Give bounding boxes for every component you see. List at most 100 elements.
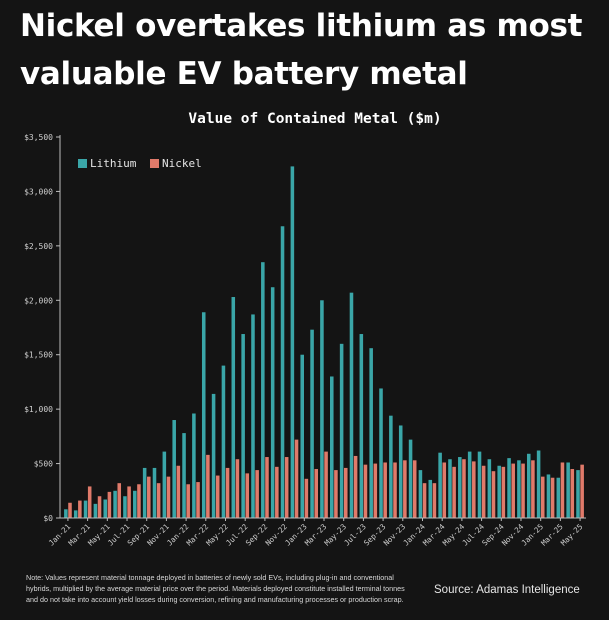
lithium-bar xyxy=(497,465,501,518)
lithium-bar xyxy=(261,262,265,518)
lithium-bar xyxy=(536,450,541,518)
nickel-bar xyxy=(383,462,387,518)
source-credit: Source: Adamas Intelligence xyxy=(434,584,580,596)
lithium-bar xyxy=(458,457,462,518)
lithium-bar xyxy=(517,460,521,518)
lithium-bar xyxy=(241,334,245,518)
y-tick-label: $1,500 xyxy=(24,351,53,360)
nickel-bar xyxy=(127,486,131,518)
nickel-bar xyxy=(412,460,417,518)
legend-swatch-lithium xyxy=(78,159,87,168)
nickel-bar xyxy=(117,483,122,518)
lithium-bar xyxy=(103,499,108,518)
nickel-bar xyxy=(343,467,348,518)
nickel-bar xyxy=(294,439,299,518)
lithium-bar xyxy=(330,376,334,518)
nickel-bar xyxy=(353,455,358,518)
nickel-bar xyxy=(442,462,447,518)
lithium-bar xyxy=(231,297,236,518)
lithium-bar xyxy=(507,458,511,518)
nickel-bar xyxy=(540,476,545,518)
nickel-bar xyxy=(156,483,161,518)
lithium-bar xyxy=(182,433,186,518)
lithium-bar xyxy=(290,166,295,518)
nickel-bar xyxy=(462,459,466,518)
nickel-bar xyxy=(137,484,141,518)
lithium-bar xyxy=(408,439,413,518)
lithium-bar xyxy=(418,470,423,518)
nickel-bar xyxy=(521,463,525,518)
lithium-bar xyxy=(487,459,492,518)
headline-line-2: valuable EV battery metal xyxy=(20,56,468,92)
nickel-bar xyxy=(531,460,535,518)
nickel-bar xyxy=(580,464,584,518)
y-tick-label: $500 xyxy=(34,460,53,469)
nickel-bar xyxy=(452,466,456,518)
nickel-bar xyxy=(166,476,171,518)
nickel-bar xyxy=(511,463,515,518)
nickel-bar xyxy=(284,457,289,518)
nickel-bar xyxy=(107,491,112,518)
lithium-bar xyxy=(83,500,88,518)
legend: Lithium Nickel xyxy=(78,157,202,170)
nickel-bar xyxy=(570,469,575,518)
nickel-bar xyxy=(97,496,102,518)
nickel-bar xyxy=(147,476,151,518)
lithium-bar xyxy=(526,453,531,518)
nickel-bar xyxy=(403,460,407,518)
lithium-bar xyxy=(566,462,570,518)
lithium-bar xyxy=(359,334,364,518)
footnote: Note: Values represent material tonnage … xyxy=(26,573,405,604)
nickel-bar xyxy=(472,461,476,518)
nickel-bar xyxy=(373,463,378,518)
nickel-bar xyxy=(235,459,240,518)
nickel-bar xyxy=(87,486,92,518)
lithium-bar xyxy=(310,329,314,518)
lithium-bar xyxy=(300,354,305,518)
x-tick-label: May-25 xyxy=(559,522,585,548)
nickel-bar xyxy=(393,462,397,518)
headline-line-1: Nickel overtakes lithium as most xyxy=(20,8,583,44)
lithium-bar xyxy=(201,312,206,518)
chart-title: Value of Contained Metal ($m) xyxy=(188,111,441,127)
nickel-bar xyxy=(334,470,338,518)
lithium-bar xyxy=(270,287,275,518)
nickel-bar xyxy=(324,451,328,518)
lithium-bar xyxy=(467,451,472,518)
lithium-bar xyxy=(438,452,442,518)
headline: Nickel overtakes lithium as most valuabl… xyxy=(20,2,605,98)
bar-chart: Value of Contained Metal ($m) $0 $500 $1,0… xyxy=(24,111,586,548)
lithium-bar xyxy=(73,510,78,518)
nickel-bar xyxy=(206,454,210,518)
lithium-bar xyxy=(123,496,127,518)
nickel-bar xyxy=(432,483,437,518)
nickel-bar xyxy=(265,457,269,518)
lithium-bar xyxy=(64,509,68,518)
nickel-bar xyxy=(304,478,309,518)
lithium-bar xyxy=(162,451,167,518)
nickel-bar xyxy=(196,482,200,518)
lithium-bar xyxy=(142,467,147,518)
lithium-bar xyxy=(280,226,285,518)
nickel-bar xyxy=(255,470,259,518)
nickel-bar xyxy=(176,465,181,518)
nickel-bar xyxy=(481,465,486,518)
legend-label-nickel: Nickel xyxy=(162,157,202,170)
nickel-bar xyxy=(422,483,427,518)
lithium-bar xyxy=(398,425,403,518)
lithium-bar xyxy=(369,348,373,518)
legend-swatch-nickel xyxy=(150,159,159,168)
y-tick-label: $3,500 xyxy=(24,133,53,142)
y-tick-label: $2,500 xyxy=(24,242,53,251)
y-tick-label: $1,000 xyxy=(24,405,53,414)
lithium-bar xyxy=(448,459,452,518)
nickel-bar xyxy=(275,466,279,518)
nickel-bar xyxy=(314,469,318,518)
nickel-bar xyxy=(550,477,555,518)
y-tick-label: $2,000 xyxy=(24,296,53,305)
nickel-bar xyxy=(501,466,506,518)
lithium-bar xyxy=(113,490,117,518)
lithium-bar xyxy=(576,470,580,518)
lithium-bar xyxy=(221,365,226,518)
lithium-bar xyxy=(428,479,433,518)
